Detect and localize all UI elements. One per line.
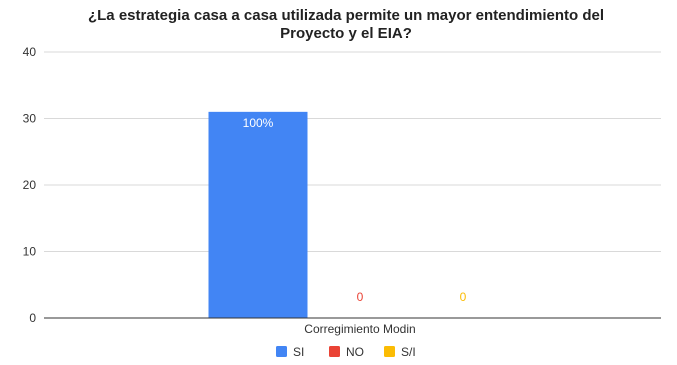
data-labels: 100% 0 0 [243,116,467,304]
x-category-label: Corregimiento Modin [304,322,415,336]
y-tick-label: 30 [23,112,37,126]
legend-label-s-i: S/I [401,345,416,359]
legend-swatch-s-i [384,346,395,357]
legend-swatch-si [276,346,287,357]
legend-label-no: NO [346,345,364,359]
y-tick-label: 10 [23,245,37,259]
legend: SI NO S/I [276,345,416,359]
gridlines [44,51,661,252]
y-tick-label: 20 [23,178,37,192]
data-label: 0 [357,290,364,304]
y-tick-label: 0 [29,311,36,325]
data-label: 0 [460,290,467,304]
bar-si [208,111,308,318]
legend-label-si: SI [293,345,304,359]
bars [208,111,308,318]
data-label: 100% [243,116,274,130]
chart-title: ¿La estrategia casa a casa utilizada per… [88,7,604,42]
y-axis-ticks: 0 10 20 30 40 [23,45,37,325]
x-axis-categories: Corregimiento Modin [304,322,415,336]
chart-title-line-1: ¿La estrategia casa a casa utilizada per… [88,7,604,24]
y-tick-label: 40 [23,45,37,59]
legend-swatch-no [329,346,340,357]
chart-title-line-2: Proyecto y el EIA? [280,25,412,42]
